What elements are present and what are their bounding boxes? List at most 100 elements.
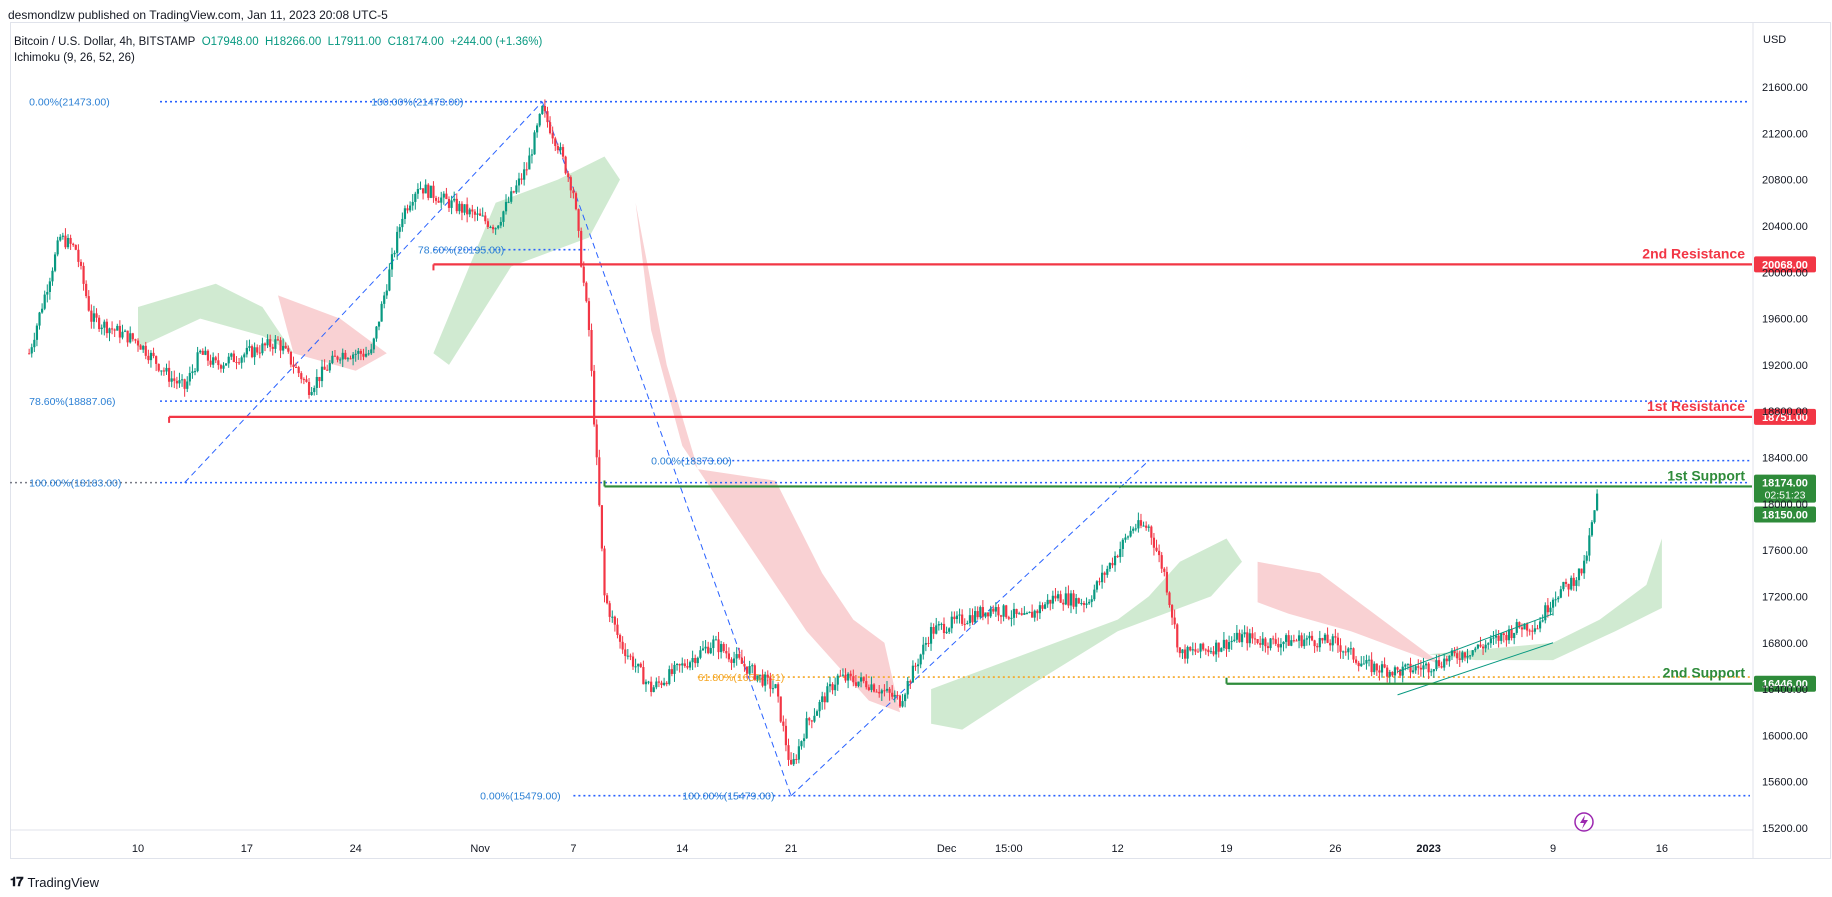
candle-body	[1108, 563, 1111, 569]
candle-body	[344, 352, 347, 360]
candle-body	[1448, 655, 1451, 662]
candle-body	[1191, 649, 1194, 651]
candle-body	[572, 190, 575, 194]
candle-body	[486, 221, 489, 227]
candle-body	[38, 312, 41, 326]
fib-trendline	[184, 101, 543, 483]
candle-body	[1028, 611, 1031, 614]
candle-body	[1150, 526, 1153, 538]
candle-body	[328, 363, 331, 371]
candle-body	[1124, 537, 1127, 540]
candle-body	[512, 191, 515, 193]
brand-label: TradingView	[27, 874, 100, 890]
candle-body	[999, 615, 1003, 617]
y-tick-label: 15200.00	[1762, 823, 1808, 835]
candle-body	[906, 681, 909, 695]
candle-body	[1339, 645, 1342, 652]
candle-body	[966, 623, 969, 625]
x-tick-label: 26	[1329, 843, 1341, 855]
candle-body	[481, 215, 484, 217]
candle-body	[300, 373, 303, 380]
candle-body	[761, 674, 764, 686]
symbol-name[interactable]: Bitcoin / U.S. Dollar, 4h, BITSTAMP	[14, 36, 196, 48]
candle-body	[326, 369, 329, 371]
candle-body	[1440, 666, 1443, 668]
x-tick-label: 16	[1656, 843, 1668, 855]
candle-body	[979, 607, 982, 618]
candle-body	[678, 663, 681, 666]
candle-body	[613, 616, 616, 625]
current-price-text: 18174.00	[1762, 478, 1808, 490]
candle-body	[1010, 617, 1013, 619]
candle-body	[1513, 632, 1516, 639]
candle-body	[116, 325, 119, 331]
ichimoku-cloud	[1257, 561, 1445, 666]
candle-body	[1559, 589, 1562, 598]
candle-body	[1126, 536, 1130, 538]
candle-body	[1256, 638, 1259, 644]
indicator-name[interactable]: Ichimoku (9, 26, 52, 26)	[14, 52, 135, 64]
candle-body	[841, 674, 845, 676]
candle-body	[815, 711, 819, 716]
candle-body	[1593, 510, 1596, 523]
candle-body	[491, 226, 495, 230]
candle-body	[688, 662, 692, 668]
currency-label: USD	[1763, 34, 1787, 46]
candle-body	[1215, 642, 1218, 655]
candle-body	[1557, 597, 1560, 600]
candle-body	[1170, 605, 1174, 618]
candle-body	[976, 611, 979, 618]
candle-body	[323, 366, 326, 370]
candle-body	[175, 380, 178, 384]
candle-body	[707, 646, 710, 654]
candle-body	[1043, 604, 1047, 609]
candle-body	[1541, 620, 1544, 622]
candle-body	[1430, 671, 1433, 673]
candle-body	[631, 656, 635, 667]
candle-body	[1243, 632, 1246, 635]
candle-body	[1207, 649, 1210, 653]
candle-body	[110, 328, 114, 330]
candle-body	[574, 193, 578, 210]
candle-body	[515, 185, 518, 193]
candle-body	[178, 380, 181, 384]
ohlc-high: H18266.00	[265, 36, 322, 48]
candle-body	[33, 339, 36, 348]
candle-body	[1588, 535, 1591, 556]
candle-body	[929, 627, 933, 644]
candle-body	[1121, 539, 1124, 549]
candle-body	[818, 702, 821, 712]
candle-body	[432, 185, 435, 198]
tradingview-logo[interactable]: 𝟏𝟕 TradingView	[10, 874, 99, 890]
candle-body	[593, 370, 596, 425]
candle-body	[502, 211, 505, 222]
candle-body	[639, 663, 642, 668]
candle-body	[1526, 623, 1529, 631]
candle-body	[1005, 605, 1008, 618]
candle-body	[287, 348, 290, 352]
candle-body	[891, 692, 894, 697]
candle-body	[670, 669, 673, 674]
candle-body	[1456, 653, 1459, 659]
candle-body	[1437, 660, 1441, 667]
candle-body	[310, 392, 313, 395]
candle-body	[507, 201, 510, 203]
candle-body	[932, 627, 935, 634]
candle-body	[450, 200, 453, 208]
candle-body	[92, 313, 96, 322]
candle-body	[219, 365, 223, 369]
candle-body	[1292, 640, 1295, 642]
ichimoku-cloud	[635, 202, 900, 713]
candle-body	[732, 658, 736, 663]
candle-body	[1230, 640, 1233, 643]
candle-body	[440, 197, 443, 203]
price-tag-text: 18751.00	[1762, 412, 1808, 424]
x-tick-label: 19	[1220, 843, 1232, 855]
y-tick-label: 19200.00	[1762, 360, 1808, 372]
candle-body	[585, 282, 588, 302]
candle-body	[1528, 630, 1531, 632]
fib-label: 0.00%(18373.00)	[651, 456, 732, 468]
candle-body	[458, 203, 461, 212]
candle-body	[429, 185, 432, 198]
